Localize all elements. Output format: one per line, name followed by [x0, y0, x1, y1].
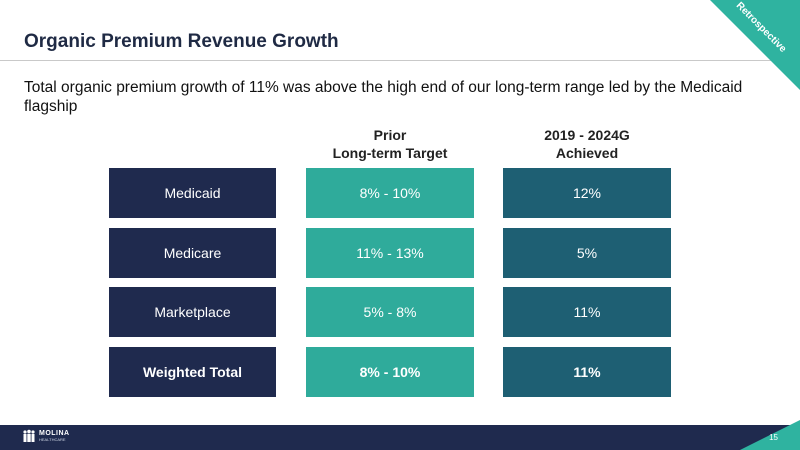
achieved-medicaid: 12% [503, 168, 671, 218]
company-logo: MOLINA HEALTHCARE [22, 429, 70, 443]
footer-accent [740, 420, 800, 450]
logo-text: MOLINA HEALTHCARE [39, 430, 70, 442]
prior-target-medicaid: 8% - 10% [306, 168, 474, 218]
page-number: 15 [769, 433, 778, 442]
column-header-prior-target: Prior Long-term Target [306, 126, 474, 162]
column-header-prior-text: Prior Long-term Target [332, 127, 448, 161]
title-divider [0, 60, 800, 61]
slide-title: Organic Premium Revenue Growth [24, 31, 339, 52]
prior-target-medicare: 11% - 13% [306, 228, 474, 278]
achieved-marketplace: 11% [503, 287, 671, 337]
slide-subtitle: Total organic premium growth of 11% was … [24, 79, 743, 115]
row-label-weighted-total: Weighted Total [109, 347, 276, 397]
footer-bar [0, 425, 800, 450]
prior-target-weighted-total: 8% - 10% [306, 347, 474, 397]
corner-ribbon [710, 0, 800, 90]
logo-people-icon [23, 429, 35, 442]
column-header-achieved-text: 2019 - 2024G Achieved [544, 127, 630, 161]
column-header-achieved: 2019 - 2024G Achieved [503, 126, 671, 162]
row-label-marketplace: Marketplace [109, 287, 276, 337]
row-label-medicare: Medicare [109, 228, 276, 278]
row-label-medicaid: Medicaid [109, 168, 276, 218]
achieved-medicare: 5% [503, 228, 671, 278]
logo-wordmark: MOLINA [39, 430, 70, 437]
logo-subtext: HEALTHCARE [39, 437, 66, 442]
prior-target-marketplace: 5% - 8% [306, 287, 474, 337]
achieved-weighted-total: 11% [503, 347, 671, 397]
